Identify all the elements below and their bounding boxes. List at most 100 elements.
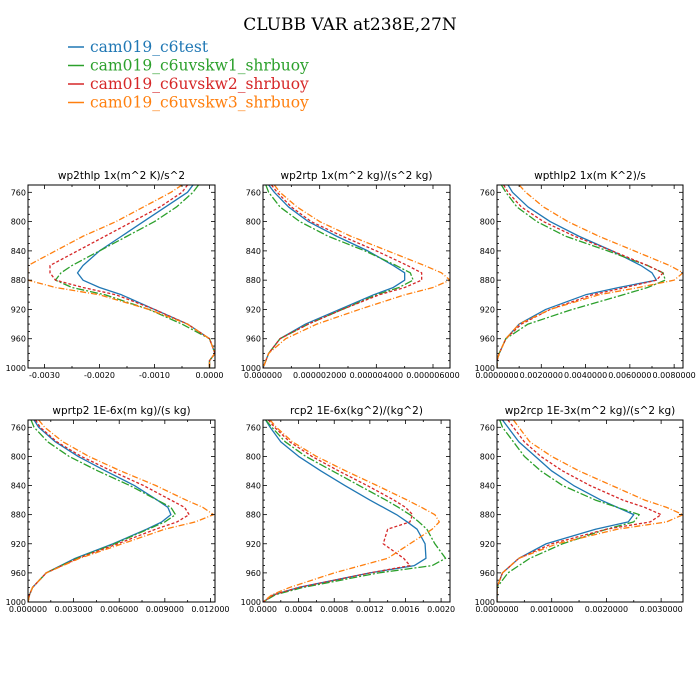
- x-tick-label: 0.000006000: [406, 371, 459, 380]
- x-tick-label: 0.009000: [146, 605, 184, 614]
- x-tick-label: -0.0030: [29, 371, 60, 380]
- y-tick-label: 760: [246, 423, 261, 432]
- plot-frame: [262, 184, 451, 369]
- series-line-4: [497, 185, 683, 368]
- x-tick-label: 0.012000: [191, 605, 229, 614]
- y-tick-label: 960: [246, 569, 261, 578]
- y-tick-label: 880: [11, 276, 26, 285]
- x-tick-label: 0.000004000: [350, 371, 403, 380]
- panel-3: wpthlp2 1x(m K^2)/s 760 800 840 880 920 960 100…: [475, 170, 696, 380]
- y-tick-label: 840: [480, 482, 495, 491]
- series-line-2: [263, 420, 447, 602]
- y-tick-label: 920: [480, 305, 495, 314]
- series-line-1: [263, 420, 427, 602]
- y-tick-label: 1000: [6, 364, 26, 373]
- panel-1: wp2thlp 1x(m^2 K)/s^2 760 800 840 880 920 960 1…: [6, 170, 224, 380]
- y-tick-label: 920: [246, 540, 261, 549]
- series-line-1: [497, 185, 658, 368]
- panel-title: wprtp2 1E-6x(m kg)/(s kg): [52, 405, 190, 417]
- y-tick-label: 1000: [6, 598, 26, 607]
- legend-label-1: cam019_c6test: [90, 38, 209, 56]
- x-tick-label: 0.0000: [196, 371, 224, 380]
- x-tick-label: 0.0060000: [608, 371, 651, 380]
- y-tick-label: 760: [11, 188, 26, 197]
- series-line-4: [263, 420, 440, 602]
- series-line-3: [263, 185, 423, 368]
- series-line-3: [497, 185, 664, 368]
- y-tick-label: 920: [246, 305, 261, 314]
- panel-5: rcp2 1E-6x(kg^2)/(kg^2) 760 800 840 880 920 96…: [241, 405, 455, 614]
- plot-frame: [496, 419, 684, 603]
- x-tick-label: 0.0004: [285, 605, 313, 614]
- series-line-4: [28, 420, 215, 602]
- panels: wp2thlp 1x(m^2 K)/s^2 760 800 840 880 920 960 1…: [6, 170, 696, 614]
- x-tick-label: 0.0016: [391, 605, 419, 614]
- y-tick-label: 960: [246, 335, 261, 344]
- panel-title: wpthlp2 1x(m K^2)/s: [534, 170, 646, 182]
- y-tick-label: 800: [246, 452, 261, 461]
- series-line-2: [54, 185, 215, 368]
- y-tick-label: 760: [11, 423, 26, 432]
- x-tick-label: 0.0030000: [639, 605, 682, 614]
- panel-4: wprtp2 1E-6x(m kg)/(s kg) 760 800 840 880 920…: [6, 405, 230, 614]
- x-tick-label: 0.0040000: [564, 371, 607, 380]
- x-tick-label: 0.0080000: [653, 371, 696, 380]
- series-line-2: [28, 420, 177, 602]
- x-tick-label: 0.0010000: [530, 605, 573, 614]
- plot-frame: [27, 184, 216, 369]
- panel-title: rcp2 1E-6x(kg^2)/(kg^2): [290, 405, 423, 417]
- series-line-4: [263, 185, 450, 368]
- y-tick-label: 1000: [475, 598, 495, 607]
- y-tick-label: 920: [480, 540, 495, 549]
- series-line-4: [497, 420, 683, 602]
- y-tick-label: 960: [480, 335, 495, 344]
- x-tick-label: -0.0010: [139, 371, 170, 380]
- x-tick-label: 0.000000: [244, 371, 282, 380]
- series-line-3: [497, 420, 662, 602]
- figure-title: CLUBB VAR at238E,27N: [243, 15, 457, 35]
- x-tick-label: -0.0020: [84, 371, 115, 380]
- x-tick-label: 0.0012: [356, 605, 384, 614]
- y-tick-label: 840: [480, 247, 495, 256]
- x-tick-label: 0.003000: [55, 605, 93, 614]
- y-tick-label: 760: [480, 423, 495, 432]
- series-line-4: [28, 185, 215, 368]
- y-tick-label: 880: [11, 511, 26, 520]
- series-line-1: [76, 185, 215, 368]
- legend: cam019_c6testcam019_c6uvskw1_shrbuoycam0…: [68, 38, 309, 112]
- y-tick-label: 960: [480, 569, 495, 578]
- y-tick-label: 880: [246, 511, 261, 520]
- series-line-2: [263, 185, 414, 368]
- y-tick-label: 960: [11, 569, 26, 578]
- y-tick-label: 920: [11, 540, 26, 549]
- x-tick-label: 0.0000: [249, 605, 277, 614]
- x-tick-label: 0.0020: [427, 605, 455, 614]
- y-tick-label: 800: [11, 452, 26, 461]
- panel-2: wp2rtp 1x(m^2 kg)/(s^2 kg) 760 800 840 880 92…: [241, 170, 460, 380]
- x-tick-label: 0.006000: [100, 605, 138, 614]
- y-tick-label: 1000: [241, 364, 261, 373]
- y-tick-label: 880: [480, 276, 495, 285]
- x-tick-label: 0.0020000: [520, 371, 563, 380]
- x-tick-label: 0.0000000: [475, 605, 518, 614]
- panel-title: wp2rtp 1x(m^2 kg)/(s^2 kg): [280, 170, 432, 182]
- x-tick-label: 0.000002000: [293, 371, 346, 380]
- legend-label-3: cam019_c6uvskw2_shrbuoy: [90, 75, 309, 93]
- series-line-2: [497, 185, 666, 368]
- y-tick-label: 800: [480, 452, 495, 461]
- y-tick-label: 960: [11, 335, 26, 344]
- plot-frame: [496, 184, 684, 369]
- y-tick-label: 920: [11, 305, 26, 314]
- legend-label-4: cam019_c6uvskw3_shrbuoy: [90, 94, 309, 112]
- legend-label-2: cam019_c6uvskw1_shrbuoy: [90, 57, 309, 75]
- y-tick-label: 1000: [475, 364, 495, 373]
- series-line-2: [497, 420, 640, 602]
- plot-frame: [262, 419, 451, 603]
- y-tick-label: 800: [480, 218, 495, 227]
- y-tick-label: 760: [246, 188, 261, 197]
- series-line-1: [28, 420, 172, 602]
- y-tick-label: 840: [11, 482, 26, 491]
- y-tick-label: 840: [11, 247, 26, 256]
- y-tick-label: 800: [246, 218, 261, 227]
